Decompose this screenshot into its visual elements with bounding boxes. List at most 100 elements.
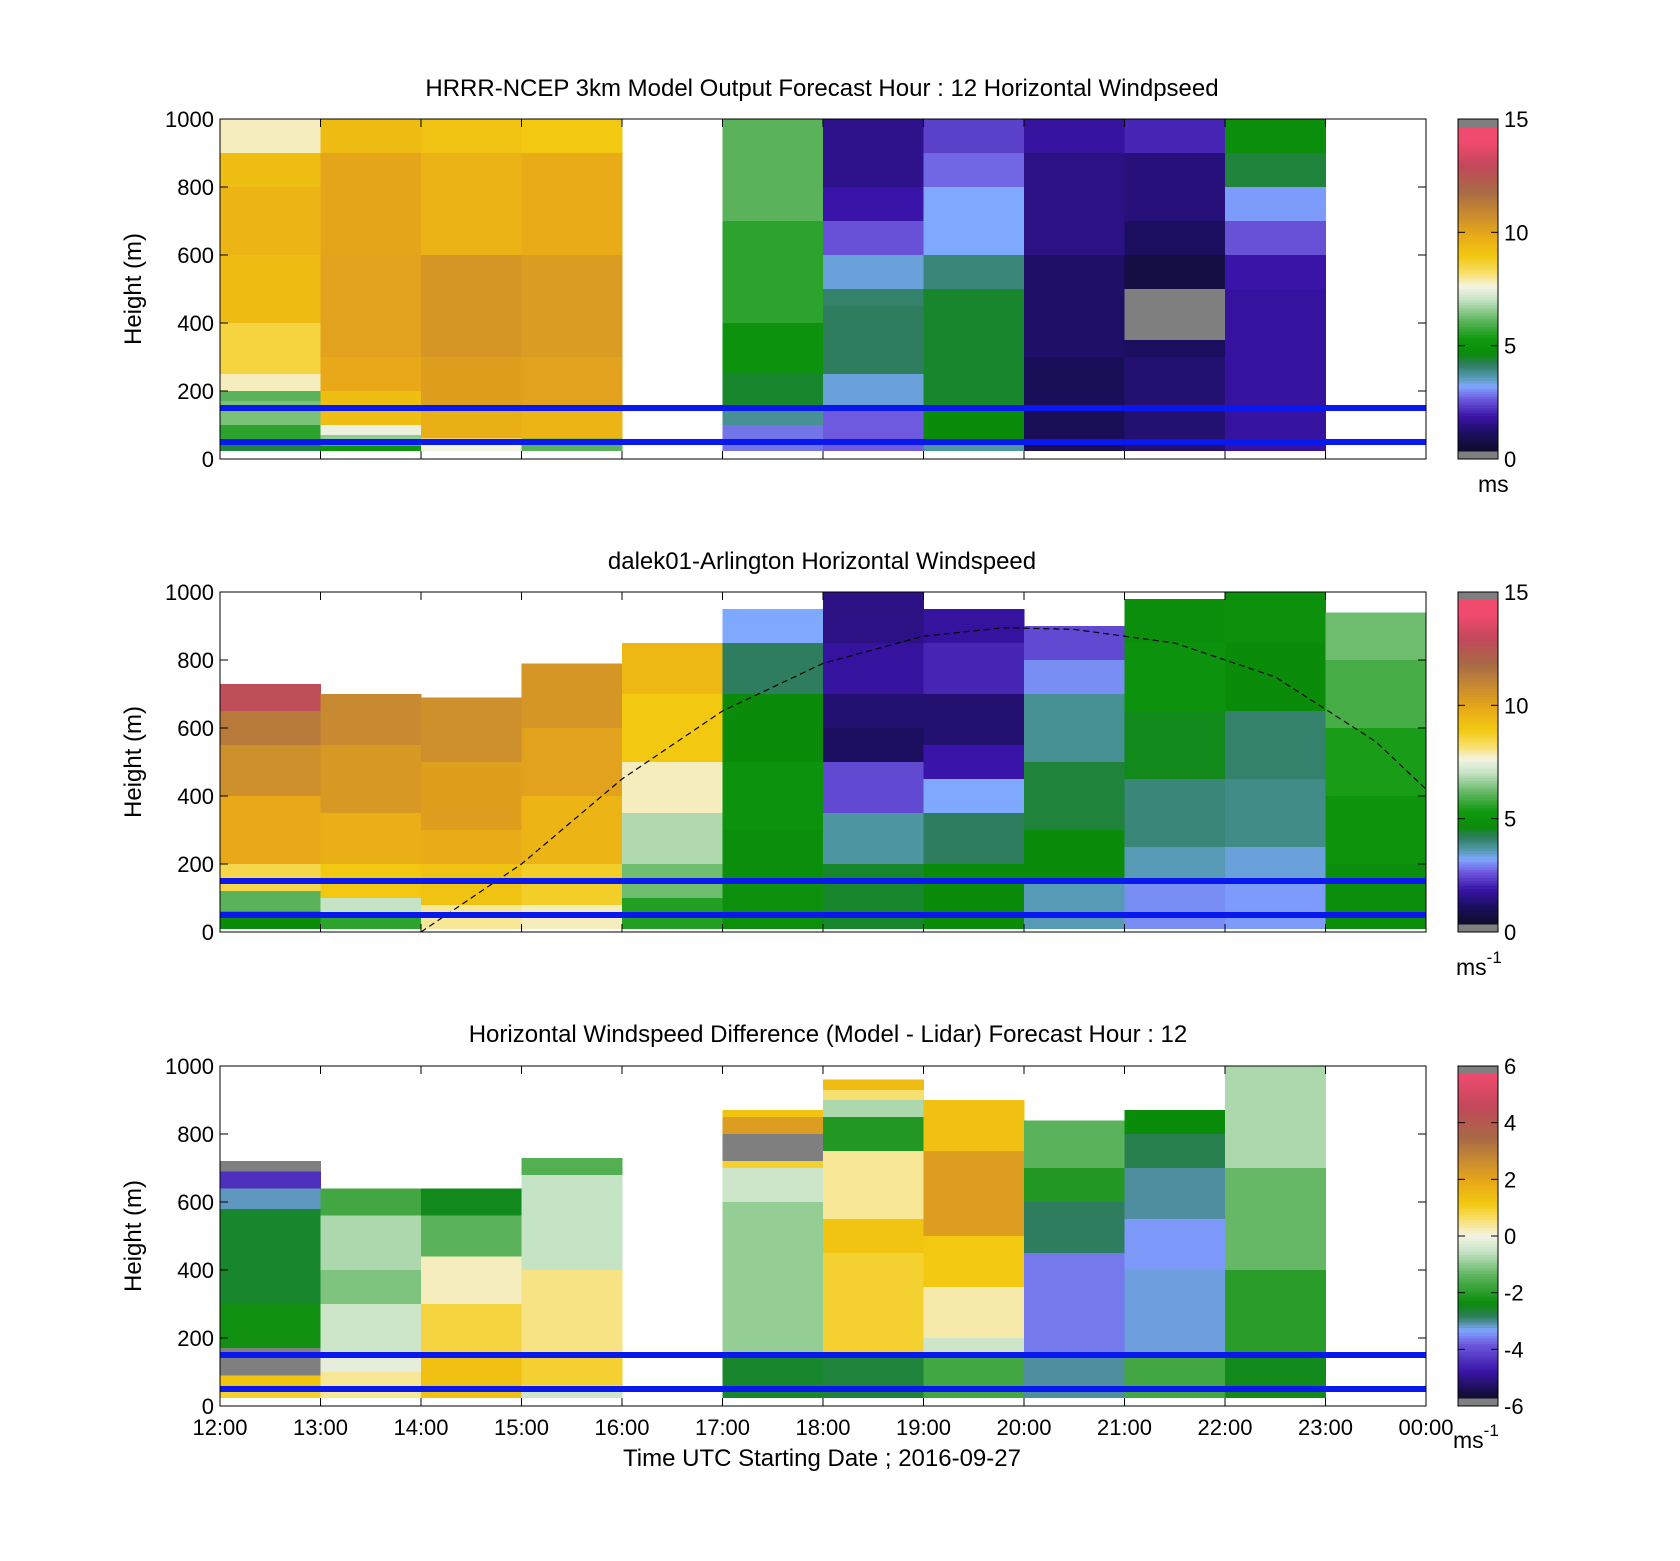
- panel-model-cell: [823, 374, 925, 409]
- panel-lidar-cell: [521, 663, 623, 729]
- panel-model-colorbar-step: [1458, 332, 1498, 336]
- panel-diff-colorbar-step: [1458, 1092, 1498, 1097]
- panel-lidar-colorbar-step: [1458, 789, 1498, 793]
- panel-lidar-colorbar-step: [1458, 726, 1498, 731]
- panel-lidar-cell: [1225, 643, 1327, 712]
- panel-diff-column-2100: [1124, 1110, 1226, 1399]
- panel-diff-colorbar-step: [1458, 1276, 1498, 1280]
- panel-diff-xtick-label: 20:00: [996, 1415, 1051, 1440]
- panel-diff-cell: [1225, 1270, 1327, 1356]
- panel-model-cell: [320, 357, 422, 392]
- panel-model-cell: [923, 187, 1025, 256]
- panel-diff-ytick-label: 1000: [165, 1054, 214, 1079]
- panel-model-colorbar-step: [1458, 189, 1498, 193]
- panel-lidar-column-2200: [1225, 592, 1327, 930]
- panel-model-colorbar-step: [1458, 334, 1498, 339]
- panel-diff-colorbar-step: [1458, 1119, 1498, 1124]
- panel-lidar-xticks: [219, 592, 1427, 932]
- panel-diff-xtick-label: 17:00: [695, 1415, 750, 1440]
- panel-lidar-colorbar-step: [1458, 816, 1498, 820]
- panel-diff-colorbar-step: [1458, 1095, 1498, 1099]
- panel-lidar-colorbar-step: [1458, 797, 1498, 801]
- panel-diff-colorbar-step: [1458, 1395, 1498, 1399]
- panel-diff-cell: [320, 1355, 422, 1373]
- panel-diff-cell: [823, 1100, 925, 1118]
- panel-diff-colorbar-step: [1458, 1381, 1498, 1386]
- panel-diff-colorbar-step: [1458, 1133, 1498, 1137]
- panel-diff-colorbar-step: [1458, 1246, 1498, 1251]
- panel-diff-cell: [1024, 1120, 1126, 1169]
- panel-diff-cell: [220, 1188, 322, 1210]
- panel-diff-colorbar-unit: ms-1: [1453, 1421, 1499, 1453]
- panel-model-colorbar-step: [1458, 245, 1498, 250]
- panel-diff-colorbar-step: [1458, 1109, 1498, 1113]
- panel-lidar-cell: [1124, 881, 1226, 930]
- panel-lidar-colorbar-step: [1458, 740, 1498, 744]
- panel-lidar-colorbar-step: [1458, 664, 1498, 669]
- panel-lidar-colorbar-step: [1458, 648, 1498, 652]
- panel-diff-colorbar-step: [1458, 1187, 1498, 1191]
- panel-model-colorbar-step: [1458, 172, 1498, 177]
- panel-lidar-colorbar-step: [1458, 886, 1498, 890]
- panel-model-cell: [722, 408, 824, 426]
- panel-model-colorbar-step: [1458, 407, 1498, 412]
- panel-lidar-colorbar-step: [1458, 907, 1498, 912]
- panel-lidar-colorbar-step: [1458, 729, 1498, 733]
- panel-lidar-colorbar-step: [1458, 807, 1498, 812]
- panel-diff-colorbar-step: [1458, 1300, 1498, 1305]
- panel-lidar-cell: [1124, 847, 1226, 882]
- panel-model-colorbar-step: [1458, 278, 1498, 282]
- panel-lidar-cell: [220, 796, 322, 865]
- panel-model-colorbar-step: [1458, 442, 1498, 447]
- panel-model-cell: [923, 119, 1025, 154]
- panel-diff-cell: [320, 1215, 422, 1271]
- panel-lidar-colorbar-step: [1458, 718, 1498, 723]
- panel-diff-cell: [923, 1100, 1025, 1152]
- panel-model-ylabel: Height (m): [120, 233, 147, 345]
- panel-diff-title: Horizontal Windspeed Difference (Model -…: [469, 1021, 1188, 1048]
- panel-lidar-cell: [1325, 660, 1427, 729]
- panel-lidar-colorbar-step: [1458, 821, 1498, 825]
- panel-diff-colorbar-step: [1458, 1227, 1498, 1232]
- panel-lidar-colorbar-step: [1458, 832, 1498, 836]
- panel-diff-colorbar-step: [1458, 1335, 1498, 1340]
- panel-diff-colorbar-tick-label: 2: [1504, 1167, 1516, 1192]
- panel-diff-cell: [722, 1134, 824, 1162]
- panel-diff-xtick-label: 12:00: [192, 1415, 247, 1440]
- panel-diff-cell: [421, 1256, 523, 1305]
- panel-model-colorbar-step: [1458, 243, 1498, 247]
- panel-lidar-colorbar-step: [1458, 635, 1498, 639]
- panel-model-colorbar-ticks: 0 5 10 15: [1458, 107, 1528, 472]
- panel-diff-colorbar-unit-sup: -1: [1484, 1421, 1499, 1440]
- panel-lidar-colorbar-step: [1458, 753, 1498, 758]
- panel-diff-colorbar-step: [1458, 1292, 1498, 1296]
- panel-diff-colorbar-step: [1458, 1260, 1498, 1264]
- panel-model-colorbar-step: [1458, 224, 1498, 228]
- panel-diff-cell: [823, 1219, 925, 1254]
- panel-lidar-colorbar-step: [1458, 710, 1498, 714]
- panel-lidar-colorbar-step: [1458, 878, 1498, 882]
- panel-model-colorbar-step: [1458, 345, 1498, 349]
- panel-model-colorbar-step: [1458, 297, 1498, 301]
- panel-diff-colorbar-step: [1458, 1182, 1498, 1186]
- panel-model-title: HRRR-NCEP 3km Model Output Forecast Hour…: [425, 75, 1218, 102]
- panel-diff-colorbar-step: [1458, 1101, 1498, 1105]
- panel-diff-colorbar-step: [1458, 1130, 1498, 1134]
- panel-diff-cell: [823, 1253, 925, 1356]
- panel-model-colorbar-step: [1458, 213, 1498, 217]
- panel-diff-cell: [421, 1188, 523, 1217]
- panel-diff-cell: [220, 1208, 322, 1305]
- panel-diff-colorbar-step: [1458, 1354, 1498, 1359]
- panel-model-column-1400: [421, 119, 523, 452]
- panel-lidar-colorbar-step: [1458, 791, 1498, 795]
- panel-model-colorbar-step: [1458, 154, 1498, 158]
- panel-diff-xtick-label: 18:00: [795, 1415, 850, 1440]
- panel-lidar-colorbar-step: [1458, 702, 1498, 706]
- panel-diff-colorbar-step: [1458, 1219, 1498, 1224]
- panel-model-cell: [220, 442, 322, 452]
- panel-diff-colorbar-step: [1458, 1295, 1498, 1299]
- panel-model-cell: [1124, 221, 1226, 256]
- panel-model-ytick-label: 1000: [165, 107, 214, 132]
- panel-diff-colorbar-step: [1458, 1114, 1498, 1118]
- panel-diff-cell: [722, 1168, 824, 1203]
